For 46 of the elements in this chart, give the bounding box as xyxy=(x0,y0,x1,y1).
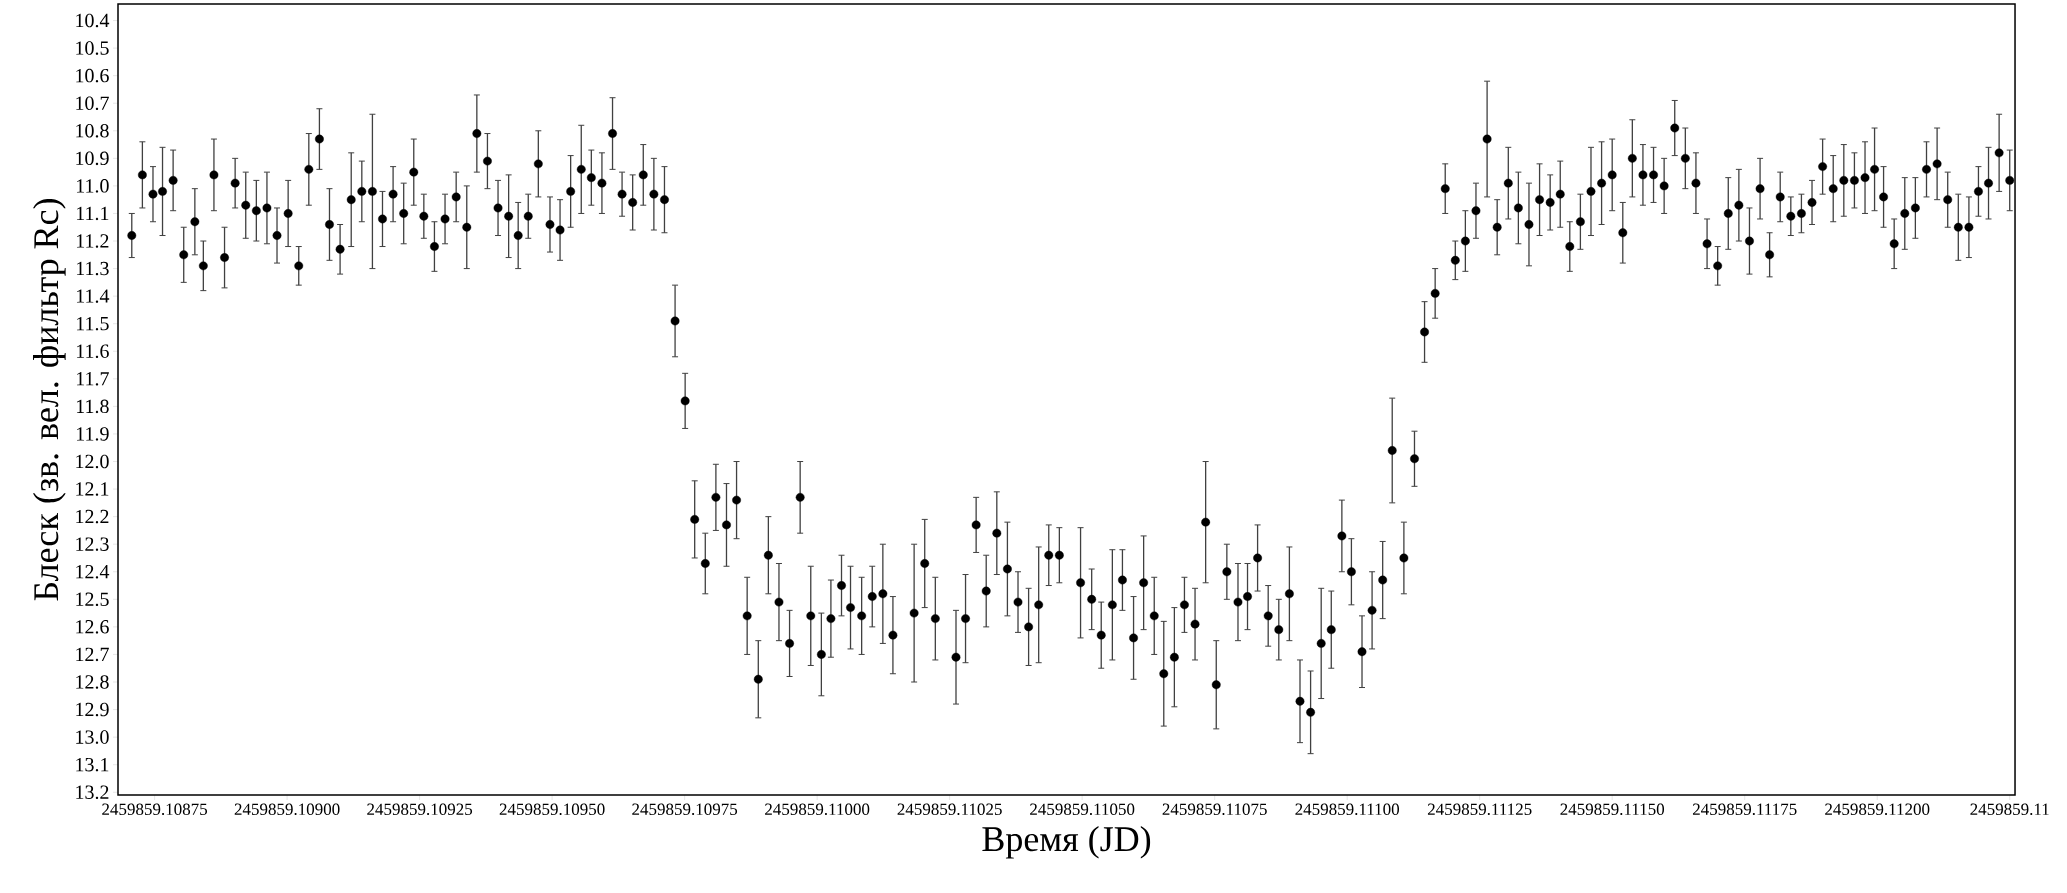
x-tick-label: 2459859.11200 xyxy=(1825,803,1930,816)
y-tick-label: 12.4 xyxy=(76,564,110,579)
y-tick-label: 12.0 xyxy=(76,454,109,469)
y-tick-label: 12.2 xyxy=(76,509,109,524)
x-tick-label: 2459859.11150 xyxy=(1560,803,1665,816)
y-tick-label: 10.6 xyxy=(76,68,109,83)
y-tick-label: 10.5 xyxy=(76,41,109,55)
x-tick-label: 2459859.11075 xyxy=(1162,803,1267,816)
x-tick-label: 2459859.10875 xyxy=(102,803,208,816)
y-tick-label: 10.8 xyxy=(76,123,109,138)
x-tick-label: 2459859.11000 xyxy=(765,803,870,816)
x-tick-label: 2459859.11100 xyxy=(1295,803,1400,816)
y-tick-label: 12.9 xyxy=(76,702,109,717)
y-tick-label: 11.3 xyxy=(76,261,109,276)
y-tick-label: 10.4 xyxy=(76,13,110,28)
y-axis-title: Блеск (зв. вел. фильтр Rc) xyxy=(32,199,66,601)
x-tick-label: 2459859.11025 xyxy=(897,803,1002,816)
x-tick-label: 2459859.10950 xyxy=(499,803,605,816)
x-tick-label: 2459859.10925 xyxy=(367,803,473,816)
y-tick-label: 12.3 xyxy=(76,537,109,551)
y-tick-label: 11.0 xyxy=(76,179,109,193)
y-tick-label: 12.8 xyxy=(76,675,109,689)
x-tick-label: 2459859.10975 xyxy=(632,803,738,816)
y-tick-label: 13.2 xyxy=(76,785,109,800)
y-tick-label: 11.5 xyxy=(76,316,109,331)
x-tick-label: 2459859.11125 xyxy=(1427,803,1532,816)
y-tick-label: 11.4 xyxy=(76,289,110,303)
y-tick-label: 12.1 xyxy=(76,482,109,496)
x-tick-label: 2459859.10900 xyxy=(234,803,340,816)
x-tick-label: 2459859.11175 xyxy=(1692,803,1797,816)
y-tick-label: 13.1 xyxy=(76,757,109,772)
y-tick-label: 11.7 xyxy=(76,372,109,386)
x-tick-label: 2459859.11050 xyxy=(1030,803,1135,816)
y-tick-label: 11.9 xyxy=(76,427,109,441)
y-tick-label: 11.1 xyxy=(76,206,109,221)
y-tick-label: 12.5 xyxy=(76,592,109,607)
y-tick-label: 11.2 xyxy=(76,234,109,248)
y-tick-label: 13.0 xyxy=(76,730,109,744)
x-tick-label: 2459859.11 xyxy=(1970,803,2049,816)
x-axis-title: Время (JD) xyxy=(982,825,1151,859)
y-tick-label: 12.6 xyxy=(76,620,109,634)
y-tick-label: 11.8 xyxy=(76,399,109,414)
y-tick-label: 11.6 xyxy=(76,344,109,359)
y-tick-label: 10.9 xyxy=(76,151,109,166)
y-tick-label: 10.7 xyxy=(76,96,109,111)
y-tick-label: 12.7 xyxy=(76,647,109,662)
